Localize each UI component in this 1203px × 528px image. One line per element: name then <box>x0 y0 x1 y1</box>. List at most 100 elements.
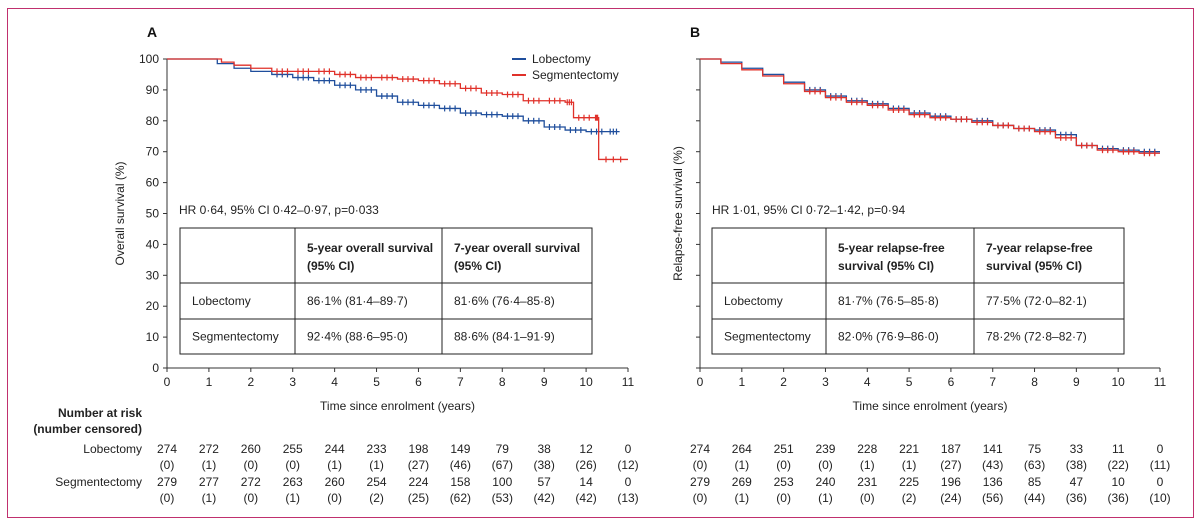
x-tick-label: 6 <box>415 375 422 389</box>
x-tick-label: 7 <box>457 375 464 389</box>
risk-censored: (0) <box>776 458 791 472</box>
x-tick-label: 11 <box>622 375 635 389</box>
risk-count: 75 <box>1028 442 1042 456</box>
risk-count: 141 <box>983 442 1003 456</box>
km-curve-lobectomy <box>167 58 620 133</box>
risk-censored: (1) <box>327 458 342 472</box>
risk-count: 0 <box>1157 442 1164 456</box>
x-axis-title: Time since enrolment (years) <box>320 399 475 413</box>
y-tick-label: 10 <box>146 330 160 344</box>
risk-count: 57 <box>538 475 552 489</box>
risk-row-label: Lobectomy <box>83 442 142 456</box>
x-tick-label: 10 <box>579 375 593 389</box>
risk-count: 136 <box>983 475 1003 489</box>
risk-censored: (13) <box>617 491 638 505</box>
table-row-label: Lobectomy <box>192 294 251 308</box>
table-header: (95% CI) <box>454 259 501 273</box>
risk-censored: (43) <box>982 458 1003 472</box>
risk-count: 233 <box>367 442 387 456</box>
risk-censored: (38) <box>534 458 555 472</box>
risk-censored: (42) <box>575 491 596 505</box>
risk-censored: (1) <box>734 458 749 472</box>
risk-count: 100 <box>492 475 512 489</box>
risk-censored: (10) <box>1149 491 1170 505</box>
risk-count: 225 <box>899 475 919 489</box>
figure-frame <box>7 8 1194 518</box>
x-tick-label: 0 <box>697 375 704 389</box>
y-tick-label: 90 <box>146 83 160 97</box>
risk-count: 228 <box>857 442 877 456</box>
risk-count: 264 <box>732 442 752 456</box>
survival-table <box>179 227 593 355</box>
x-tick-label: 5 <box>906 375 913 389</box>
risk-censored: (0) <box>243 458 258 472</box>
risk-row-label: Segmentectomy <box>55 475 142 489</box>
risk-count: 277 <box>199 475 219 489</box>
table-row-label: Segmentectomy <box>192 330 279 344</box>
risk-censored: (56) <box>982 491 1003 505</box>
risk-censored: (38) <box>1066 458 1087 472</box>
y-axis-title: Overall survival (%) <box>113 161 127 265</box>
risk-count: 260 <box>325 475 345 489</box>
y-tick-label: 0 <box>152 361 159 375</box>
risk-censored: (11) <box>1150 458 1170 472</box>
risk-censored: (0) <box>693 458 708 472</box>
risk-count: 274 <box>690 442 710 456</box>
risk-count: 244 <box>325 442 345 456</box>
table-cell: 81·7% (76·5–85·8) <box>838 294 939 308</box>
risk-count: 0 <box>1157 475 1164 489</box>
km-curve-segmentectomy <box>167 58 628 161</box>
risk-count: 221 <box>899 442 919 456</box>
risk-count: 10 <box>1112 475 1126 489</box>
hazard-ratio-text: HR 0·64, 95% CI 0·42–0·97, p=0·033 <box>179 203 379 217</box>
table-row-label: Segmentectomy <box>724 330 811 344</box>
risk-censored: (1) <box>202 491 217 505</box>
risk-count: 255 <box>283 442 303 456</box>
table-row-label: Lobectomy <box>724 294 783 308</box>
risk-censored: (1) <box>369 458 384 472</box>
table-header: 5-year relapse-free <box>838 241 945 255</box>
table-header: 7-year overall survival <box>454 241 580 255</box>
panel-a: A0 1 2 3 4 5 6 7 8 9 10 110102030405060708090100Tim… <box>33 24 638 505</box>
risk-count: 274 <box>157 442 177 456</box>
x-tick-label: 9 <box>1073 375 1080 389</box>
y-tick-label: 100 <box>139 52 159 66</box>
y-tick-label: 50 <box>146 207 160 221</box>
risk-count: 14 <box>579 475 593 489</box>
x-tick-label: 6 <box>948 375 955 389</box>
risk-count: 224 <box>408 475 428 489</box>
x-tick-label: 3 <box>822 375 829 389</box>
y-tick-label: 40 <box>146 237 160 251</box>
x-tick-label: 7 <box>989 375 996 389</box>
risk-count: 198 <box>408 442 428 456</box>
risk-count: 254 <box>367 475 387 489</box>
table-cell: 77·5% (72·0–82·1) <box>986 294 1087 308</box>
risk-count: 279 <box>157 475 177 489</box>
risk-count: 38 <box>538 442 552 456</box>
km-curve-lobectomy <box>700 58 1160 153</box>
risk-count: 251 <box>774 442 794 456</box>
panel-b: B 0 1 2 3 4 5 6 7 8 9 10 11 Time since enrolment (yea… <box>671 24 1171 505</box>
risk-censored: (2) <box>902 491 917 505</box>
table-header: survival (95% CI) <box>838 259 934 273</box>
y-tick-label: 60 <box>146 176 160 190</box>
table-cell: 88·6% (84·1–91·9) <box>454 330 555 344</box>
x-tick-label: 4 <box>864 375 871 389</box>
risk-censored: (42) <box>534 491 555 505</box>
risk-censored: (1) <box>818 491 833 505</box>
risk-table-title: (number censored) <box>33 422 142 436</box>
risk-count: 11 <box>1112 442 1125 456</box>
risk-count: 279 <box>690 475 710 489</box>
table-cell: 82·0% (76·9–86·0) <box>838 330 939 344</box>
risk-count: 0 <box>625 442 632 456</box>
risk-censored: (0) <box>776 491 791 505</box>
risk-count: 272 <box>241 475 261 489</box>
risk-count: 47 <box>1070 475 1084 489</box>
x-tick-label: 8 <box>1031 375 1038 389</box>
risk-count: 33 <box>1070 442 1084 456</box>
x-tick-label: 4 <box>331 375 338 389</box>
risk-count: 79 <box>496 442 510 456</box>
risk-censored: (63) <box>1024 458 1045 472</box>
risk-count: 158 <box>450 475 470 489</box>
panel-label: A <box>147 24 157 40</box>
